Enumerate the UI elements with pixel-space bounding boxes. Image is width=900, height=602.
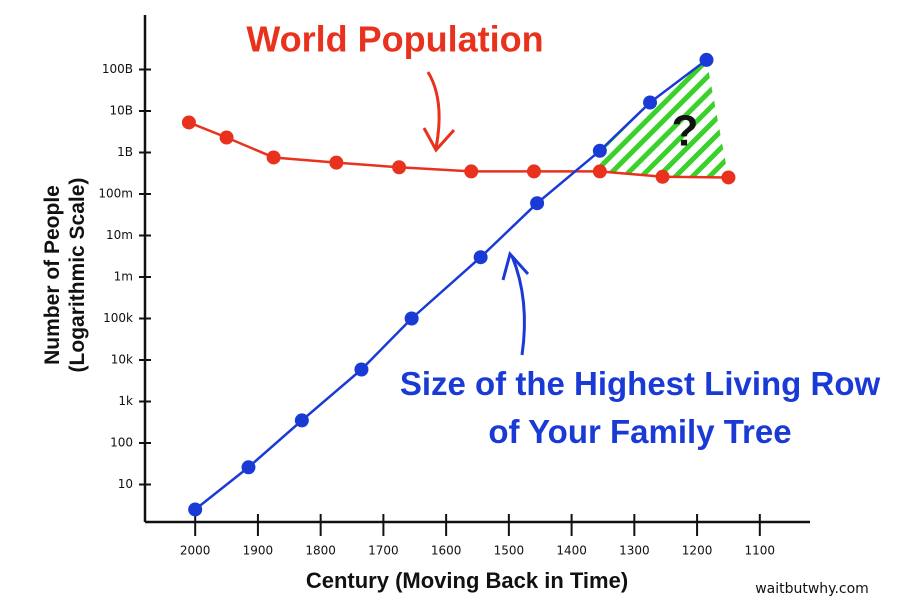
label-arrow: [510, 255, 526, 356]
data-point: [592, 143, 607, 158]
data-point: [655, 169, 670, 184]
x-tick-label: 1500: [494, 544, 525, 558]
x-tick-label: 1300: [619, 544, 650, 558]
x-tick-label: 1700: [368, 544, 399, 558]
data-point: [219, 130, 234, 145]
data-point: [473, 250, 488, 265]
data-point: [181, 115, 196, 130]
data-point: [530, 196, 545, 211]
series-label: Size of the Highest Living Row of Your F…: [399, 365, 881, 450]
credit: waitbutwhy.com: [755, 581, 869, 597]
y-tick-label: 100k: [103, 311, 133, 325]
x-tick-label: 1800: [305, 544, 336, 558]
label-arrow-head: [501, 250, 530, 281]
y-tick-label: 100B: [102, 62, 133, 76]
y-tick-label: 1B: [117, 145, 133, 159]
y-tick-label: 1m: [114, 270, 133, 284]
data-point: [354, 362, 369, 377]
y-tick-label: 1k: [118, 394, 133, 408]
x-tick-label: 1100: [745, 544, 776, 558]
data-point: [721, 170, 736, 185]
data-point: [294, 413, 309, 428]
y-tick-label: 100: [110, 436, 133, 450]
y-tick-label: 10k: [111, 353, 133, 367]
chart-title: World Population: [246, 19, 543, 60]
data-point: [329, 155, 344, 170]
x-tick-label: 1600: [431, 544, 462, 558]
data-point: [643, 95, 658, 110]
title-arrow: [426, 71, 441, 149]
series-line: [194, 58, 708, 511]
data-point: [404, 311, 419, 326]
plot-area: 10 100 1k 10k 100k 1m 10m 100m 1B 10B 100B 2000 1900…: [98, 52, 776, 558]
x-tick-label: 1900: [243, 544, 274, 558]
data-point: [188, 502, 203, 517]
data-point: [266, 150, 281, 165]
y-tick-label: 10B: [109, 104, 133, 118]
x-tick-label: 2000: [180, 544, 211, 558]
y-tick-label: 100m: [98, 187, 133, 201]
x-tick-label: 1400: [556, 544, 587, 558]
x-tick-label: 1200: [682, 544, 713, 558]
data-point: [526, 164, 541, 179]
title-arrow-head: [422, 127, 456, 153]
y-tick-label: 10: [118, 477, 133, 491]
question-mark: ?: [672, 107, 699, 156]
data-point: [241, 460, 256, 475]
x-axis-title: Century (Moving Back in Time): [306, 568, 628, 593]
data-point: [699, 52, 714, 67]
y-tick-label: 10m: [106, 228, 133, 242]
data-point: [392, 160, 407, 175]
data-point: [464, 164, 479, 179]
y-axis-title: Number of People (Logarithmic Scale): [41, 177, 89, 373]
data-point: [592, 164, 607, 179]
series-line: [188, 121, 729, 179]
unknown-region: [599, 59, 729, 178]
